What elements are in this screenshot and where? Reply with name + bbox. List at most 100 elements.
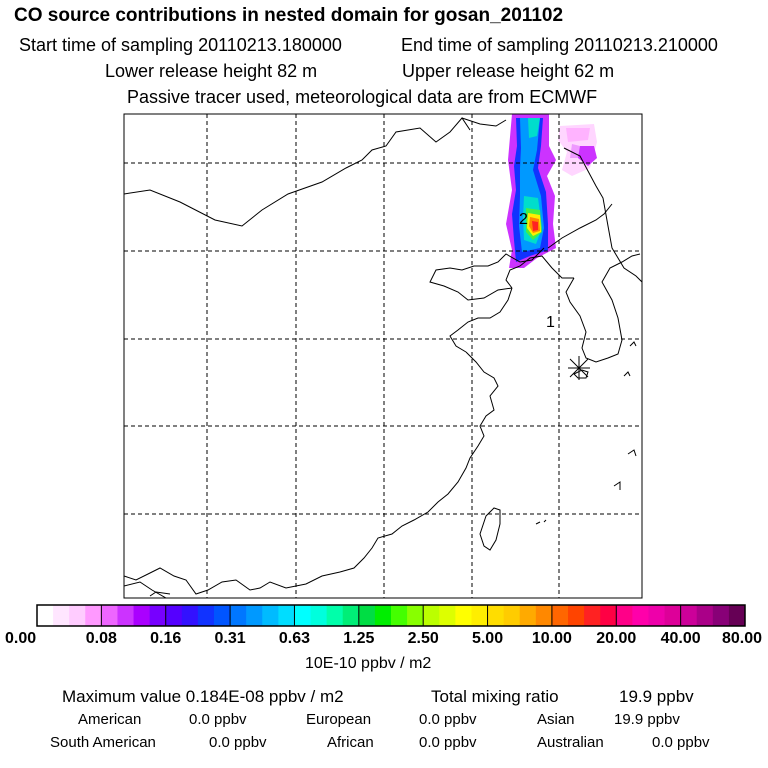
colorbar-swatch (712, 605, 730, 626)
colorbar-swatch (551, 605, 569, 626)
central-coast (339, 351, 499, 573)
colorbar-swatch (326, 605, 344, 626)
colorbar-swatch (519, 605, 537, 626)
colorbar-swatch (262, 605, 279, 626)
total-mixing-ratio-value: 19.9 ppbv (619, 687, 694, 706)
colorbar-swatch (503, 605, 521, 626)
colorbar-swatch (423, 605, 440, 626)
taiwan-island (479, 507, 501, 551)
north-korea-border (547, 203, 613, 249)
colorbar-swatch (568, 605, 585, 626)
colorbar-swatch (165, 605, 183, 626)
max-value-label: Maximum value 0.184E-08 ppbv / m2 (62, 687, 344, 706)
japan-islands (535, 341, 637, 525)
plot-title: CO source contributions in nested domain… (14, 5, 564, 26)
colorbar-swatch (632, 605, 649, 626)
colorbar (36, 604, 746, 627)
colorbar-swatch (407, 605, 424, 626)
colorbar-swatch (391, 605, 408, 626)
south-coast (124, 567, 341, 595)
plume-core-red (532, 221, 538, 231)
colorbar-tick-label: 1.25 (343, 630, 375, 647)
colorbar-swatch (728, 605, 746, 626)
colorbar-swatch (648, 605, 665, 626)
australian-label: Australian (537, 734, 604, 751)
asian-value: 19.9 ppbv (614, 711, 680, 728)
colorbar-swatch (53, 605, 70, 626)
coastlines (124, 117, 642, 598)
map-frame (123, 113, 643, 599)
marker-1: 1 (546, 314, 555, 331)
colorbar-swatch (294, 605, 311, 626)
receptor-star-marker (568, 356, 590, 380)
colorbar-tick-label: 2.50 (407, 630, 439, 647)
colorbar-swatch (455, 605, 472, 626)
colorbar-swatch (69, 605, 86, 626)
colorbar-tick-label: 10.00 (531, 630, 572, 647)
colorbar-frame (36, 604, 746, 627)
colorbar-tick-label: 20.00 (596, 630, 637, 647)
shandong-coast (449, 287, 513, 353)
plume-pink-blob (566, 128, 590, 142)
colorbar-tick-label: 80.00 (721, 630, 762, 647)
russia-border (461, 117, 642, 283)
colorbar-swatch (358, 605, 376, 626)
upper-release-height-label: Upper release height 62 m (402, 61, 615, 81)
american-value: 0.0 ppbv (189, 711, 247, 728)
end-time-label: End time of sampling 20110213.210000 (401, 35, 718, 55)
colorbar-swatch (149, 605, 167, 626)
african-value: 0.0 ppbv (419, 734, 477, 751)
colorbar-swatch (535, 605, 553, 626)
total-mixing-ratio-label: Total mixing ratio (431, 687, 559, 706)
colorbar-swatch (246, 605, 263, 626)
lower-release-height-label: Lower release height 82 m (105, 61, 318, 81)
map-panel: 2 1 (124, 114, 642, 598)
colorbar-swatch (230, 605, 247, 626)
colorbar-swatch (310, 605, 328, 626)
colorbar-swatch (181, 605, 199, 626)
colorbar-swatch (487, 605, 505, 626)
colorbar-tick-label: 0.16 (150, 630, 182, 647)
colorbar-swatch (584, 605, 601, 626)
jeju-island (573, 369, 589, 379)
marker-2: 2 (519, 211, 528, 228)
colorbar-swatch (37, 605, 54, 626)
concentration-plume (506, 114, 597, 268)
colorbar-swatch (696, 605, 714, 626)
korea-west-coast (565, 253, 641, 363)
liaodong-coast (505, 255, 574, 289)
south-american-label: South American (50, 734, 156, 751)
australian-value: 0.0 ppbv (652, 734, 710, 751)
colorbar-swatch (133, 605, 151, 626)
colorbar-swatch (278, 605, 295, 626)
south-american-value: 0.0 ppbv (209, 734, 267, 751)
colorbar-swatch (664, 605, 682, 626)
vietnam-border (124, 581, 167, 598)
tracer-note: Passive tracer used, meteorological data… (127, 87, 598, 107)
china-mongolia-border (124, 117, 471, 227)
colorbar-tick-label: 5.00 (471, 630, 504, 647)
colorbar-swatch (214, 605, 231, 626)
colorbar-swatch (374, 605, 392, 626)
colorbar-swatch (471, 605, 488, 626)
colorbar-tick-label: 0.31 (214, 630, 246, 647)
colorbar-tick-label: 0.63 (278, 630, 311, 647)
colorbar-swatch (439, 605, 456, 626)
colorbar-swatch (117, 605, 134, 626)
asian-label: Asian (537, 711, 575, 728)
colorbar-swatch (85, 605, 102, 626)
colorbar-swatch (680, 605, 698, 626)
start-time-label: Start time of sampling 20110213.180000 (19, 35, 342, 55)
hainan-coast (149, 591, 171, 597)
colorbar-tick-label: 40.00 (660, 630, 701, 647)
african-label: African (327, 734, 374, 751)
colorbar-tick-label: 0.08 (85, 630, 117, 647)
colorbar-units-label: 10E-10 ppbv / m2 (305, 655, 432, 672)
european-value: 0.0 ppbv (419, 711, 477, 728)
american-label: American (78, 711, 142, 728)
bohai-coast (429, 247, 545, 301)
colorbar-swatch (101, 605, 118, 626)
colorbar-swatch (197, 605, 215, 626)
colorbar-tick-label: 0.00 (5, 630, 37, 647)
